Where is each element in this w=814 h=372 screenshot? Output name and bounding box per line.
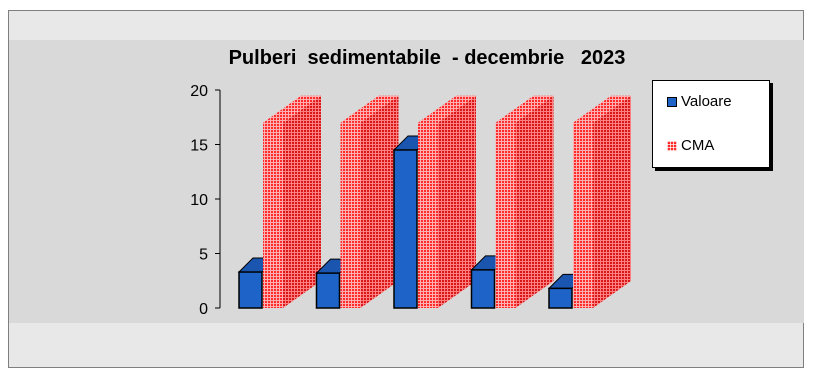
legend-item-valoare: Valoare — [667, 93, 732, 110]
y-tick-label: 0 — [199, 301, 208, 318]
legend-item-cma: CMA — [667, 137, 714, 154]
legend-swatch-valoare — [667, 96, 677, 107]
chart-title: Pulberi sedimentabile - decembrie 2023 — [229, 47, 626, 69]
bar-cma — [573, 95, 631, 308]
bar-cma — [418, 95, 476, 308]
y-tick-label: 20 — [190, 83, 208, 100]
legend-label-cma: CMA — [681, 137, 715, 154]
bar-cma — [340, 95, 399, 308]
legend-swatch-cma — [667, 140, 677, 151]
bar-valoare — [392, 135, 433, 309]
bar-cma — [495, 95, 554, 308]
y-tick-label: 5 — [199, 247, 208, 264]
legend: Valoare CMA — [652, 80, 770, 168]
y-tick-label: 10 — [190, 192, 208, 209]
y-tick-label: 15 — [190, 138, 208, 155]
legend-label-valoare: Valoare — [681, 93, 732, 110]
bar-cma — [263, 95, 321, 308]
